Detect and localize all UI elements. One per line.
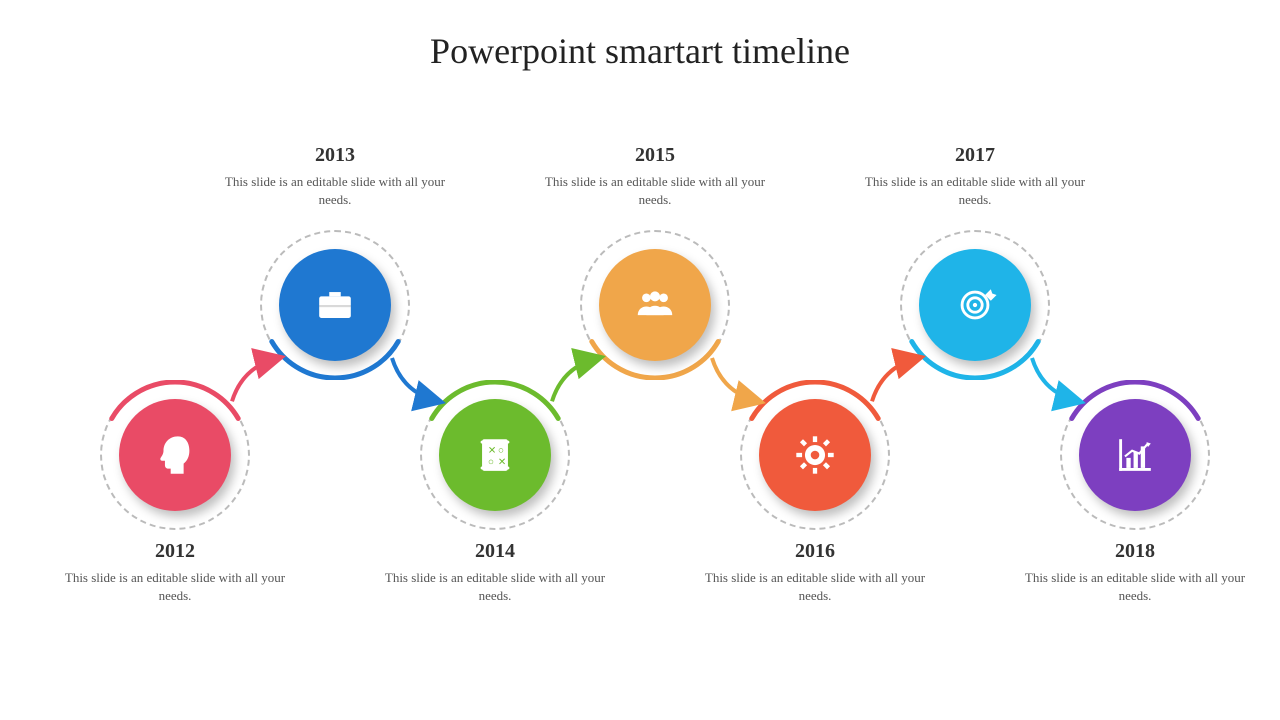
svg-text:○: ○ (488, 457, 494, 468)
year-label: 2018 (1020, 540, 1250, 563)
timeline-node-2013 (260, 230, 410, 380)
gear-icon (759, 399, 871, 511)
year-label: 2012 (60, 540, 290, 563)
label-2017: 2017 This slide is an editable slide with… (860, 144, 1090, 208)
desc-label: This slide is an editable slide with all… (380, 569, 610, 604)
desc-label: This slide is an editable slide with all… (1020, 569, 1250, 604)
label-2015: 2015 This slide is an editable slide with… (540, 144, 770, 208)
briefcase-icon (279, 249, 391, 361)
timeline-node-2012 (100, 380, 250, 530)
year-label: 2017 (860, 144, 1090, 167)
label-2016: 2016 This slide is an editable slide with… (700, 540, 930, 604)
label-2018: 2018 This slide is an editable slide with… (1020, 540, 1250, 604)
desc-label: This slide is an editable slide with all… (220, 173, 450, 208)
svg-text:✕: ✕ (498, 457, 506, 468)
year-label: 2014 (380, 540, 610, 563)
timeline-node-2017 (900, 230, 1050, 380)
desc-label: This slide is an editable slide with all… (700, 569, 930, 604)
desc-label: This slide is an editable slide with all… (60, 569, 290, 604)
page-title: Powerpoint smartart timeline (0, 30, 1280, 72)
timeline-node-2018 (1060, 380, 1210, 530)
timeline-node-2015 (580, 230, 730, 380)
label-2012: 2012 This slide is an editable slide with… (60, 540, 290, 604)
people-icon (599, 249, 711, 361)
target-icon (919, 249, 1031, 361)
svg-text:✕: ✕ (488, 446, 496, 457)
strategy-icon: ✕○○✕ (439, 399, 551, 511)
year-label: 2013 (220, 144, 450, 167)
year-label: 2015 (540, 144, 770, 167)
label-2013: 2013 This slide is an editable slide with… (220, 144, 450, 208)
chart-icon (1079, 399, 1191, 511)
year-label: 2016 (700, 540, 930, 563)
label-2014: 2014 This slide is an editable slide with… (380, 540, 610, 604)
desc-label: This slide is an editable slide with all… (860, 173, 1090, 208)
timeline-node-2016 (740, 380, 890, 530)
desc-label: This slide is an editable slide with all… (540, 173, 770, 208)
svg-text:○: ○ (498, 446, 504, 457)
head-gears-icon (119, 399, 231, 511)
timeline-node-2014: ✕○○✕ (420, 380, 570, 530)
